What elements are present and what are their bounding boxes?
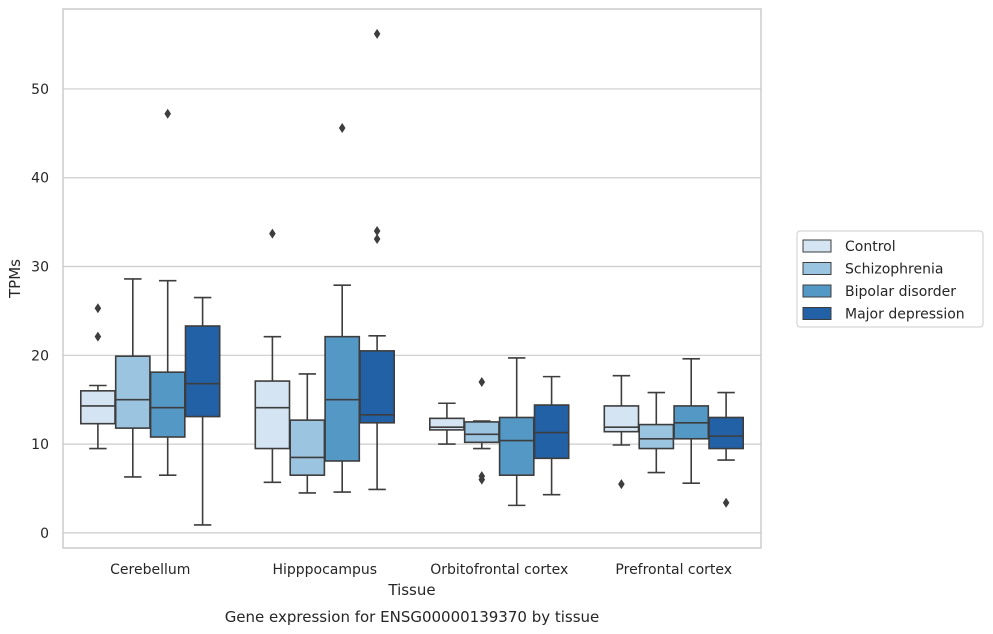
box-body — [428, 417, 465, 431]
outlier-point — [722, 497, 730, 508]
box-body — [359, 350, 396, 424]
x-tick-label: Cerebellum — [110, 562, 190, 578]
outlier-point — [94, 303, 102, 314]
box-bipolar-disorder — [673, 358, 710, 484]
box-body — [114, 355, 151, 429]
box-schizophrenia — [463, 376, 500, 485]
box-schizophrenia — [289, 373, 326, 494]
legend-swatch — [802, 262, 832, 275]
chart-caption: Gene expression for ENSG00000139370 by t… — [225, 608, 600, 626]
box-schizophrenia — [638, 391, 675, 474]
box-control — [79, 303, 116, 450]
box-major-depression — [184, 296, 221, 526]
x-tick-label: Prefrontal cortex — [615, 562, 732, 578]
box-body — [463, 421, 500, 444]
outlier-point — [478, 471, 486, 482]
box-bipolar-disorder — [498, 357, 535, 507]
legend-swatch — [802, 307, 832, 320]
box-control — [254, 228, 291, 484]
outlier-point — [94, 331, 102, 342]
legend-swatch — [802, 239, 832, 253]
box-body — [324, 335, 361, 462]
box-schizophrenia — [114, 278, 151, 478]
box-major-depression — [708, 391, 745, 508]
outlier-point — [373, 225, 381, 236]
box-body — [184, 325, 221, 418]
box-body — [289, 419, 326, 476]
outlier-point — [269, 228, 276, 239]
y-tick-label: 30 — [31, 260, 49, 276]
y-axis-ticks: 0 10 20 30 40 50 — [31, 82, 49, 542]
x-tick-label: Orbitofrontal cortex — [430, 562, 568, 578]
box-major-depression — [359, 28, 396, 491]
outlier-point — [338, 122, 346, 133]
box-body — [254, 380, 291, 450]
outlier-point — [373, 233, 381, 244]
box-major-depression — [533, 375, 570, 496]
boxes — [79, 28, 745, 526]
y-tick-label: 50 — [31, 82, 49, 98]
outlier-point — [164, 108, 171, 119]
legend-label: Control — [845, 239, 896, 255]
x-axis-ticks: Cerebellum Hipppocampus Orbitofrontal cort… — [110, 562, 732, 578]
y-tick-label: 10 — [31, 437, 49, 453]
plot-frame — [62, 8, 762, 549]
legend-label: Major depression — [845, 307, 965, 323]
outlier-point — [618, 479, 625, 490]
box-body — [533, 404, 570, 460]
x-tick-label: Hipppocampus — [272, 562, 377, 578]
box-body — [638, 423, 675, 450]
x-axis-title: Tissue — [387, 581, 435, 599]
box-control — [603, 374, 640, 490]
box-bipolar-disorder — [324, 122, 361, 493]
legend-frame — [796, 230, 984, 328]
legend-swatch — [802, 284, 832, 298]
y-tick-label: 0 — [40, 526, 49, 542]
y-tick-label: 40 — [31, 171, 49, 187]
legend-label: Schizophrenia — [845, 262, 943, 278]
y-tick-label: 20 — [31, 348, 49, 364]
outlier-point — [478, 376, 486, 387]
box-body — [708, 416, 745, 450]
outlier-point — [373, 28, 381, 39]
box-body — [498, 416, 535, 476]
legend-label: Bipolar disorder — [845, 284, 956, 300]
grid — [63, 88, 761, 534]
y-axis-title: TPMs — [6, 259, 24, 299]
legend: Control Schizophrenia Bipolar disorder Majo… — [796, 230, 984, 328]
box-body — [79, 390, 116, 425]
box-body — [149, 371, 186, 438]
box-control — [428, 402, 465, 445]
box-bipolar-disorder — [149, 108, 186, 476]
